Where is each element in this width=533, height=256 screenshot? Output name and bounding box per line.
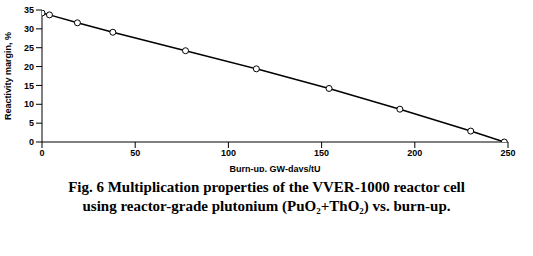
svg-text:0: 0 bbox=[39, 148, 44, 158]
svg-text:200: 200 bbox=[407, 148, 422, 158]
svg-text:Burn-up, GW-days/tU: Burn-up, GW-days/tU bbox=[230, 164, 321, 172]
svg-text:35: 35 bbox=[24, 5, 34, 15]
svg-text:150: 150 bbox=[314, 148, 329, 158]
svg-text:0: 0 bbox=[29, 137, 34, 147]
svg-text:50: 50 bbox=[130, 148, 140, 158]
svg-text:100: 100 bbox=[221, 148, 236, 158]
svg-text:25: 25 bbox=[24, 43, 34, 53]
svg-text:20: 20 bbox=[24, 62, 34, 72]
svg-text:15: 15 bbox=[24, 81, 34, 91]
svg-text:250: 250 bbox=[500, 148, 515, 158]
svg-text:10: 10 bbox=[24, 99, 34, 109]
svg-text:5: 5 bbox=[29, 118, 34, 128]
html-text:Fig. 6 Multiplication properti: Fig. 6 Multiplication properties of the … bbox=[68, 179, 465, 214]
svg-text:30: 30 bbox=[24, 24, 34, 34]
svg-text:Reactivity margin, %: Reactivity margin, % bbox=[8, 32, 13, 120]
